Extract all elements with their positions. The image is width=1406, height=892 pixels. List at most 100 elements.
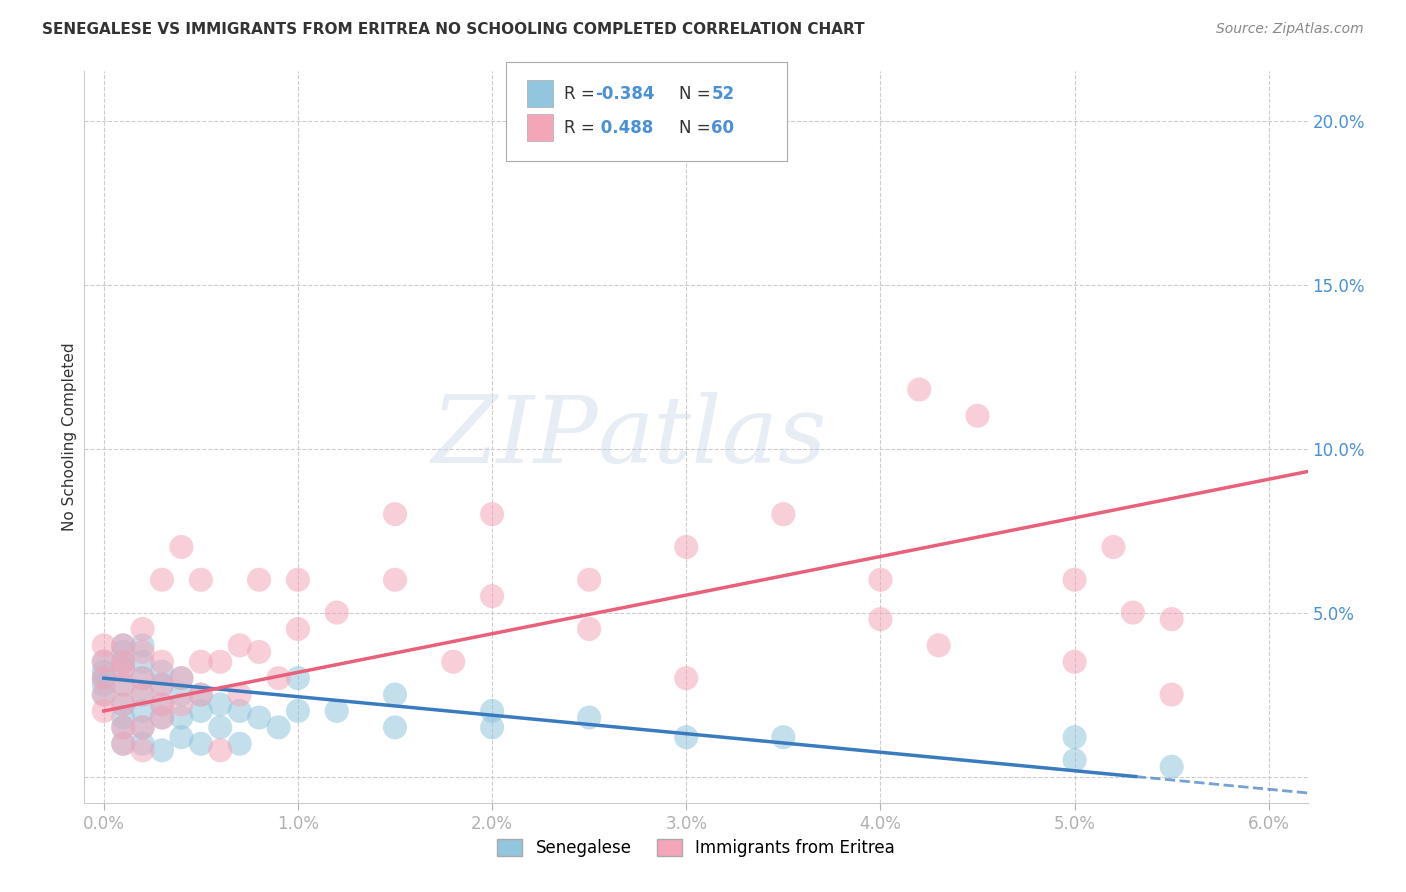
- Point: [112, 720, 135, 734]
- Point: [326, 606, 349, 620]
- Text: R =: R =: [564, 85, 600, 103]
- Point: [150, 710, 173, 724]
- Point: [209, 698, 232, 712]
- Point: [772, 730, 794, 744]
- Point: [150, 573, 173, 587]
- Point: [267, 671, 290, 685]
- Point: [112, 698, 135, 712]
- Point: [93, 655, 115, 669]
- Text: N =: N =: [679, 85, 716, 103]
- Point: [209, 743, 232, 757]
- Point: [131, 671, 153, 685]
- Point: [287, 704, 309, 718]
- Point: [228, 704, 250, 718]
- Point: [228, 688, 250, 702]
- Point: [131, 737, 153, 751]
- Point: [112, 710, 135, 724]
- Point: [112, 661, 135, 675]
- Point: [1063, 753, 1085, 767]
- Point: [170, 688, 193, 702]
- Point: [131, 720, 153, 734]
- Point: [170, 671, 193, 685]
- Point: [287, 573, 309, 587]
- Point: [112, 737, 135, 751]
- Point: [209, 655, 232, 669]
- Text: R =: R =: [564, 119, 600, 136]
- Point: [131, 720, 153, 734]
- Point: [481, 507, 503, 521]
- Point: [131, 671, 153, 685]
- Point: [228, 737, 250, 751]
- Point: [150, 665, 173, 679]
- Point: [247, 573, 270, 587]
- Point: [170, 730, 193, 744]
- Point: [112, 655, 135, 669]
- Point: [93, 655, 115, 669]
- Point: [112, 655, 135, 669]
- Point: [112, 638, 135, 652]
- Point: [131, 655, 153, 669]
- Point: [131, 622, 153, 636]
- Point: [131, 688, 153, 702]
- Point: [131, 704, 153, 718]
- Point: [93, 671, 115, 685]
- Point: [1160, 688, 1182, 702]
- Point: [93, 688, 115, 702]
- Point: [150, 678, 173, 692]
- Point: [112, 737, 135, 751]
- Point: [578, 573, 600, 587]
- Point: [93, 704, 115, 718]
- Point: [131, 743, 153, 757]
- Point: [150, 655, 173, 669]
- Point: [869, 573, 891, 587]
- Text: N =: N =: [679, 119, 716, 136]
- Point: [1063, 730, 1085, 744]
- Point: [481, 589, 503, 603]
- Point: [578, 622, 600, 636]
- Point: [93, 665, 115, 679]
- Point: [190, 655, 212, 669]
- Point: [675, 671, 697, 685]
- Text: 52: 52: [711, 85, 734, 103]
- Text: -0.384: -0.384: [595, 85, 654, 103]
- Point: [578, 710, 600, 724]
- Y-axis label: No Schooling Completed: No Schooling Completed: [62, 343, 77, 532]
- Point: [150, 743, 173, 757]
- Point: [675, 540, 697, 554]
- Point: [131, 638, 153, 652]
- Point: [1122, 606, 1144, 620]
- Point: [190, 688, 212, 702]
- Point: [481, 704, 503, 718]
- Text: 60: 60: [711, 119, 734, 136]
- Point: [190, 704, 212, 718]
- Point: [170, 671, 193, 685]
- Point: [1063, 573, 1085, 587]
- Point: [966, 409, 988, 423]
- Point: [384, 688, 406, 702]
- Point: [675, 730, 697, 744]
- Point: [384, 720, 406, 734]
- Point: [112, 661, 135, 675]
- Text: SENEGALESE VS IMMIGRANTS FROM ERITREA NO SCHOOLING COMPLETED CORRELATION CHART: SENEGALESE VS IMMIGRANTS FROM ERITREA NO…: [42, 22, 865, 37]
- Point: [287, 622, 309, 636]
- Point: [150, 698, 173, 712]
- Point: [112, 678, 135, 692]
- Point: [209, 720, 232, 734]
- Point: [112, 645, 135, 659]
- Point: [441, 655, 464, 669]
- Point: [112, 720, 135, 734]
- Point: [150, 698, 173, 712]
- Point: [93, 671, 115, 685]
- Point: [1160, 760, 1182, 774]
- Point: [170, 710, 193, 724]
- Point: [287, 671, 309, 685]
- Text: 0.488: 0.488: [595, 119, 652, 136]
- Point: [93, 638, 115, 652]
- Point: [384, 573, 406, 587]
- Point: [384, 507, 406, 521]
- Point: [772, 507, 794, 521]
- Point: [170, 698, 193, 712]
- Point: [1063, 655, 1085, 669]
- Legend: Senegalese, Immigrants from Eritrea: Senegalese, Immigrants from Eritrea: [491, 832, 901, 864]
- Point: [190, 737, 212, 751]
